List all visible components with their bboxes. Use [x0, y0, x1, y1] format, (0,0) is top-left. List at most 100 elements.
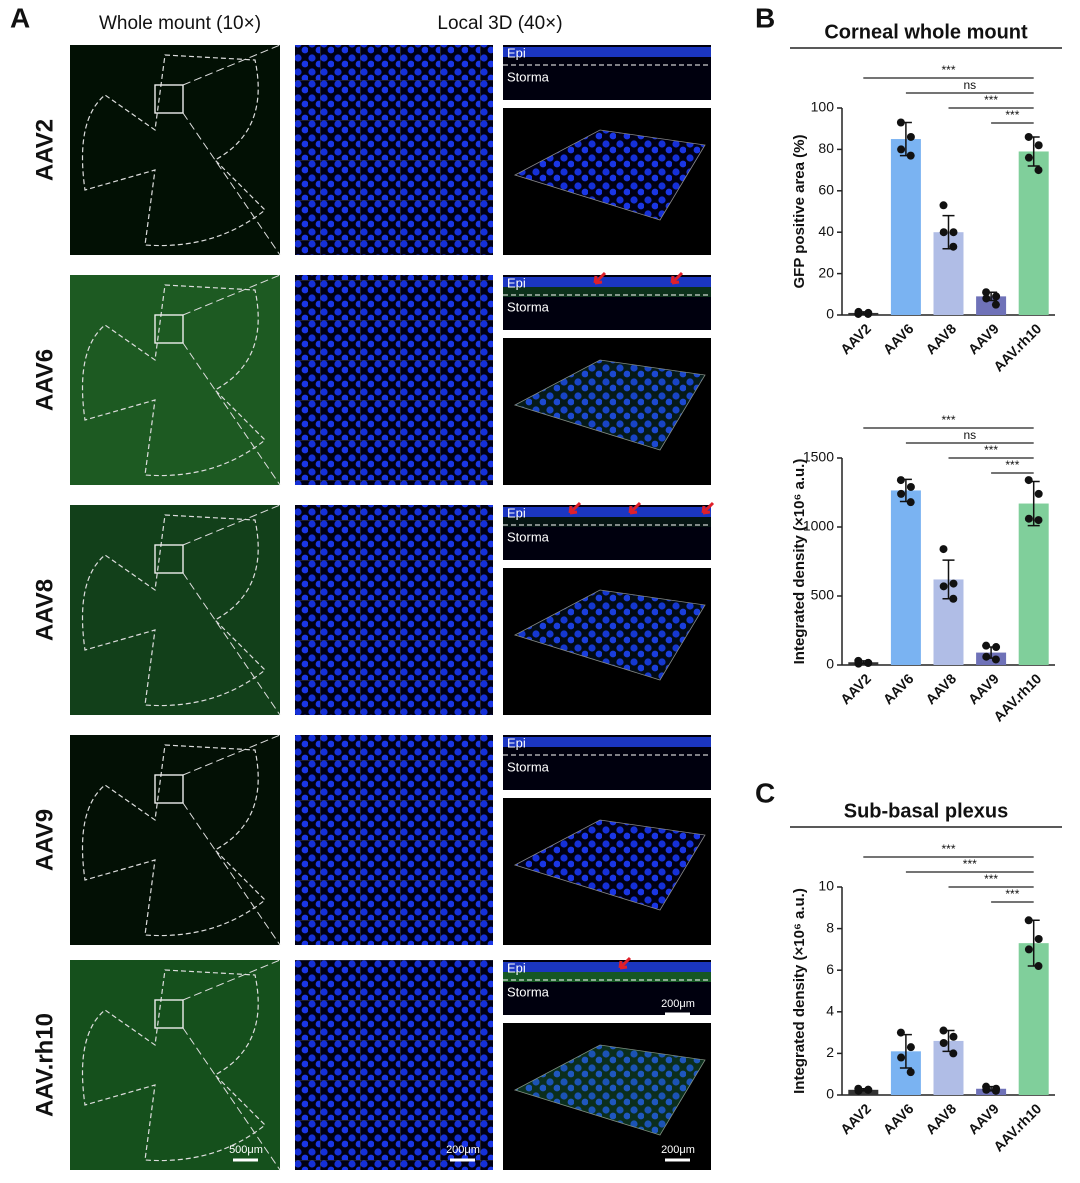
side-view-layer	[503, 737, 711, 747]
layer-label: Storma	[507, 984, 550, 999]
whole-mount-image	[70, 735, 280, 945]
x-tick-label: AAV6	[880, 320, 917, 357]
data-point	[896, 476, 905, 485]
significance-label: ***	[941, 413, 955, 427]
bar	[976, 1088, 1007, 1095]
whole-mount-image	[70, 505, 280, 715]
cornea-outline	[81, 284, 266, 477]
scale-bar-label: 200μm	[661, 1144, 695, 1156]
x-tick-label: AAV9	[965, 320, 1002, 357]
roi-box	[154, 84, 184, 114]
data-point	[949, 1032, 958, 1041]
roi-link	[182, 274, 281, 316]
significance-label: ns	[963, 78, 976, 92]
significance-label: ***	[1005, 108, 1019, 122]
data-point	[949, 594, 958, 603]
roi-box	[154, 314, 184, 344]
significance-label: ***	[984, 93, 998, 107]
panel-label: C	[755, 777, 775, 808]
panel-label: B	[755, 2, 775, 33]
side-view-layer	[503, 962, 711, 972]
significance-label: ns	[963, 428, 976, 442]
y-tick-label: 1500	[803, 449, 834, 465]
data-point	[864, 658, 873, 667]
bar	[1018, 943, 1049, 1095]
data-point	[896, 1028, 905, 1037]
y-tick-label: 6	[826, 961, 834, 977]
data-point	[1024, 916, 1033, 925]
data-point	[864, 309, 873, 318]
data-point	[982, 652, 991, 661]
data-point	[1034, 489, 1043, 498]
data-point	[906, 1043, 915, 1052]
layer-label: Storma	[507, 299, 550, 314]
data-point	[939, 582, 948, 591]
side-view-green	[503, 287, 711, 297]
roi-box	[154, 999, 184, 1029]
side-view-layer	[503, 507, 711, 517]
cornea-outline	[81, 969, 266, 1162]
roi-link	[182, 959, 281, 1001]
data-point	[1024, 132, 1033, 141]
data-point	[854, 1086, 863, 1095]
x-tick-label: AAV6	[880, 670, 917, 707]
data-point	[982, 294, 991, 303]
data-point	[854, 659, 863, 668]
data-point	[1034, 962, 1043, 971]
data-point	[897, 1053, 906, 1062]
layer-label: Epi	[507, 735, 526, 750]
layer-label: Storma	[507, 759, 550, 774]
x-tick-label: AAV2	[837, 320, 874, 357]
red-arrow	[628, 501, 642, 515]
y-tick-label: 4	[826, 1003, 834, 1019]
data-point	[906, 482, 915, 491]
whole-mount-image	[70, 960, 280, 1170]
data-point	[1034, 141, 1043, 150]
column-header: Whole mount (10×)	[99, 13, 261, 34]
row-label: AAV2	[31, 119, 58, 181]
y-tick-label: 0	[826, 656, 834, 672]
layer-label: Epi	[507, 45, 526, 60]
bar	[890, 490, 921, 665]
local-3d-image	[295, 505, 493, 715]
bar	[1018, 503, 1049, 665]
roi-box	[154, 544, 184, 574]
x-tick-label: AAV8	[922, 320, 959, 357]
roi-link	[182, 572, 281, 716]
data-point	[896, 118, 905, 127]
panel-label: A	[10, 2, 30, 33]
cornea-outline	[81, 54, 266, 247]
y-tick-label: 100	[811, 99, 835, 115]
y-tick-label: 80	[818, 140, 834, 156]
x-tick-label: AAV2	[837, 670, 874, 707]
data-point	[982, 288, 991, 297]
perspective-volume	[513, 359, 706, 451]
data-point	[906, 151, 915, 160]
data-point	[939, 228, 948, 237]
y-tick-label: 60	[818, 182, 834, 198]
chart-title: Sub-basal plexus	[844, 800, 1009, 822]
significance-label: ***	[1005, 887, 1019, 901]
significance-label: ***	[984, 443, 998, 457]
perspective-volume	[513, 819, 706, 911]
chart-title: Corneal whole mount	[824, 21, 1028, 43]
layer-label: Epi	[507, 505, 526, 520]
perspective-volume	[513, 1044, 706, 1136]
roi-link	[182, 802, 281, 946]
data-point	[939, 201, 948, 210]
y-tick-label: 20	[818, 264, 834, 280]
data-point	[1034, 935, 1043, 943]
local-3d-image	[295, 45, 493, 255]
roi-link	[182, 342, 281, 486]
data-point	[939, 1039, 948, 1047]
roi-link	[182, 734, 281, 776]
y-tick-label: 0	[826, 306, 834, 322]
data-point	[864, 1085, 873, 1094]
data-point	[897, 145, 906, 154]
side-view-layer	[503, 47, 711, 57]
significance-label: ***	[1005, 458, 1019, 472]
data-point	[1024, 476, 1033, 485]
y-axis-label: GFP positive area (%)	[791, 135, 808, 289]
data-point	[992, 643, 1001, 652]
red-arrow	[568, 501, 582, 515]
